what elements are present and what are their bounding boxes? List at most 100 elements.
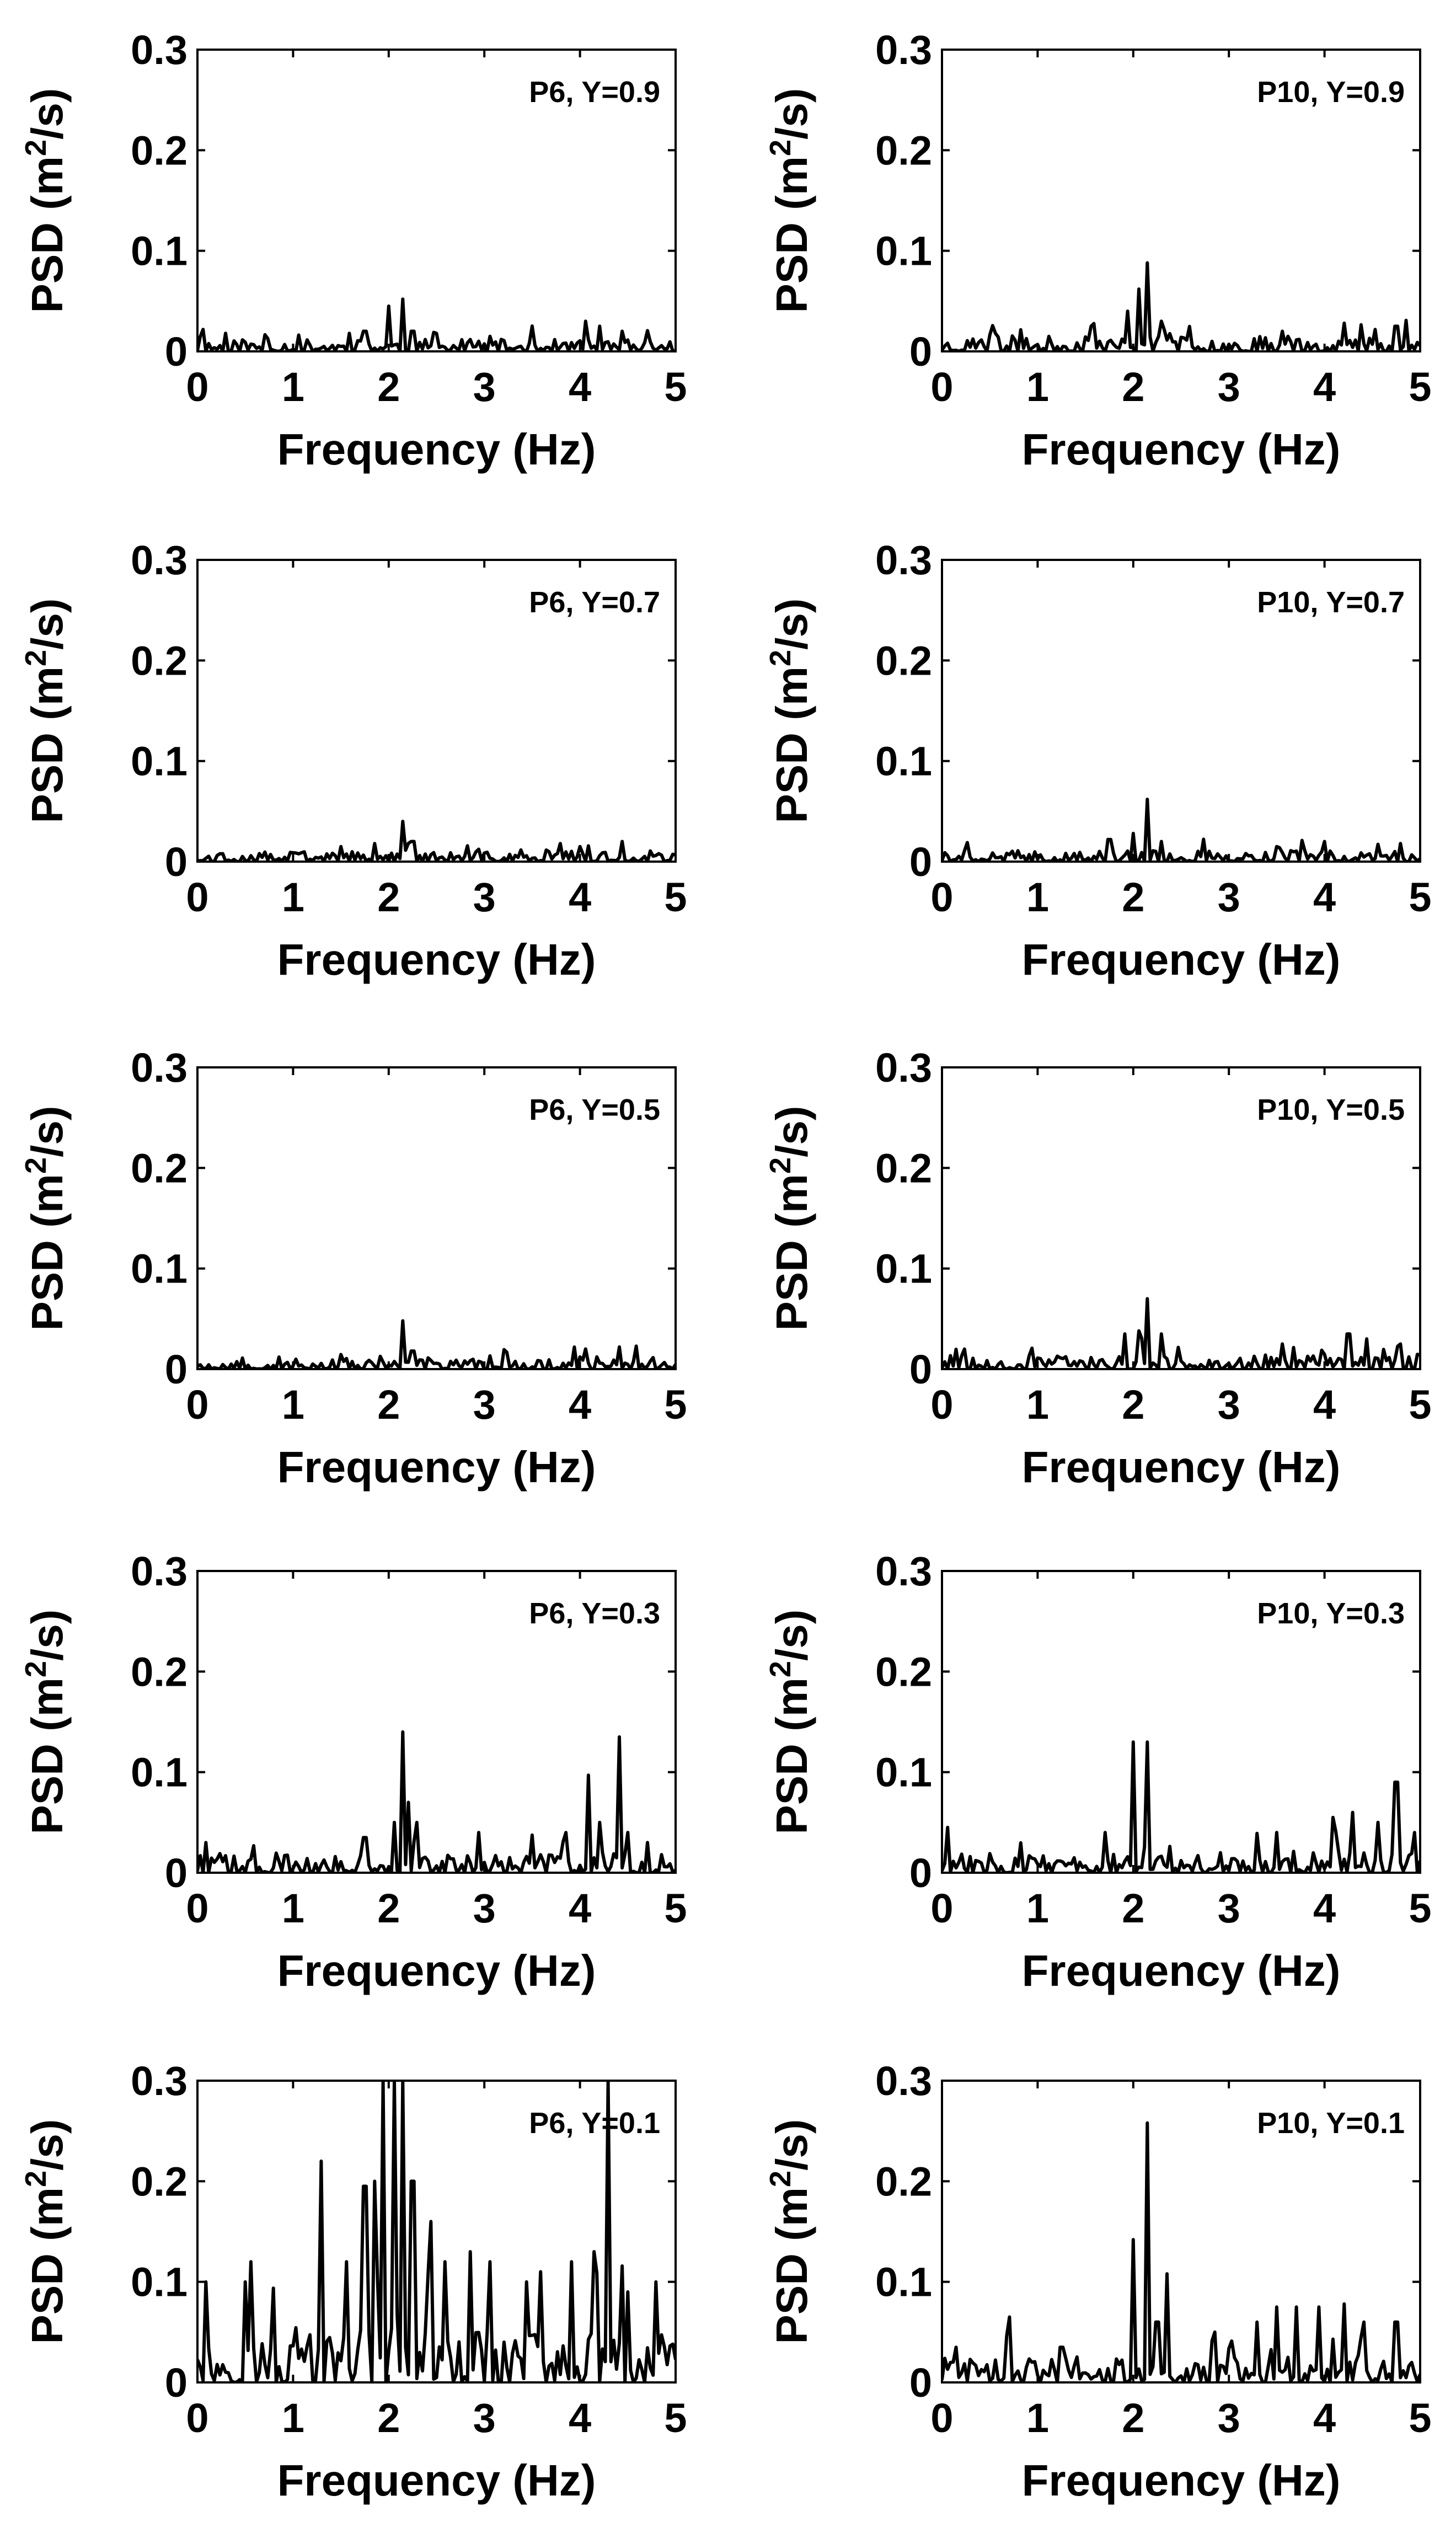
x-tick-label: 5 [664, 2395, 687, 2441]
x-tick-label: 1 [282, 1885, 304, 1931]
panel-label: P10, Y=0.3 [1257, 1597, 1405, 1630]
y-axis-label: PSD (m2/s) [19, 1610, 72, 1835]
y-axis-label-prefix: PSD (m [23, 2187, 72, 2344]
y-tick-label: 0.1 [875, 1246, 932, 1292]
psd-series-line [197, 297, 676, 351]
x-axis-label: Frequency (Hz) [277, 935, 596, 984]
y-tick-label: 0 [909, 1346, 932, 1392]
psd-series-line [942, 798, 1420, 862]
y-axis-label: PSD (m2/s) [19, 598, 72, 824]
y-axis-label: PSD (m2/s) [764, 1610, 816, 1835]
y-axis-label-prefix: PSD (m [23, 666, 72, 824]
y-tick-label: 0.1 [131, 739, 188, 784]
chart-panel-5: 0 1 2 3 4 5 0 0.1 0.2 0.3 P6, Y=0.5 Frequency (Hz) P… [19, 1045, 687, 1492]
x-tick-label: 3 [1218, 874, 1240, 920]
x-tick-label: 2 [1122, 364, 1144, 410]
x-tick-label: 1 [1026, 1885, 1049, 1931]
y-tick-label: 0 [165, 839, 188, 885]
x-axis-label: Frequency (Hz) [1022, 1946, 1341, 1995]
y-axis-label-prefix: PSD (m [767, 666, 816, 824]
y-axis-label-superscript: 2 [19, 2171, 52, 2187]
y-tick-label: 0.3 [131, 27, 188, 73]
y-axis-label-prefix: PSD (m [767, 156, 816, 313]
x-tick-label: 5 [1409, 1885, 1431, 1931]
panel-label: P6, Y=0.5 [529, 1093, 660, 1126]
x-tick-label: 2 [377, 874, 400, 920]
x-tick-label: 1 [1026, 874, 1049, 920]
y-tick-label: 0.2 [131, 2158, 188, 2204]
x-axis-label: Frequency (Hz) [277, 2456, 596, 2505]
y-axis-label-suffix: /s) [23, 88, 72, 140]
y-axis-label-superscript: 2 [764, 1661, 797, 1677]
y-tick-label: 0.3 [131, 1548, 188, 1594]
x-tick-label: 4 [569, 874, 591, 920]
x-axis-label: Frequency (Hz) [277, 1442, 596, 1492]
x-tick-label: 3 [1218, 1382, 1240, 1428]
y-axis-label: PSD (m2/s) [764, 2119, 816, 2344]
x-tick-label: 0 [186, 364, 208, 410]
x-tick-label: 2 [1122, 2395, 1144, 2441]
y-tick-label: 0 [165, 1346, 188, 1392]
y-axis-label-prefix: PSD (m [23, 156, 72, 313]
x-tick-label: 4 [1313, 1382, 1336, 1428]
chart-panel-4: 0 1 2 3 4 5 0 0.1 0.2 0.3 P10, Y=0.7 Frequency (Hz)… [764, 537, 1432, 984]
axes-frame [941, 49, 1421, 352]
y-axis-label: PSD (m2/s) [19, 1106, 72, 1331]
panel-label: P6, Y=0.1 [529, 2107, 660, 2140]
y-tick-label: 0.2 [131, 127, 188, 173]
panel-label: P10, Y=0.7 [1257, 586, 1405, 619]
axes-frame [196, 2080, 677, 2384]
y-tick-label: 0 [909, 1850, 932, 1896]
x-tick-label: 0 [186, 1885, 208, 1931]
x-tick-label: 3 [473, 1885, 496, 1931]
y-tick-label: 0.3 [875, 1548, 932, 1594]
panel-label: P6, Y=0.7 [529, 586, 660, 619]
y-axis-label-suffix: /s) [23, 598, 72, 650]
y-axis-label-suffix: /s) [767, 88, 816, 140]
psd-series-line [197, 820, 676, 862]
x-tick-label: 2 [1122, 874, 1144, 920]
y-tick-label: 0.3 [131, 1045, 188, 1091]
chart-panel-9: 0 1 2 3 4 5 0 0.1 0.2 0.3 P6, Y=0.1 Frequency (Hz) P… [19, 2058, 687, 2505]
y-axis-label-suffix: /s) [767, 1610, 816, 1661]
y-tick-label: 0.1 [131, 2259, 188, 2305]
x-tick-label: 5 [1409, 2395, 1431, 2441]
y-axis-label-suffix: /s) [23, 1610, 72, 1661]
axes-frame [196, 559, 677, 863]
x-tick-label: 5 [664, 874, 687, 920]
chart-panel-2: 0 1 2 3 4 5 0 0.1 0.2 0.3 P10, Y=0.9 Frequency (Hz)… [764, 27, 1432, 474]
psd-series-line [197, 2080, 676, 2382]
axes-frame [941, 1066, 1421, 1370]
x-tick-label: 5 [664, 364, 687, 410]
y-tick-label: 0.3 [875, 1045, 932, 1091]
y-axis-label: PSD (m2/s) [764, 88, 816, 313]
chart-panel-10: 0 1 2 3 4 5 0 0.1 0.2 0.3 P10, Y=0.1 Frequency (Hz)… [764, 2058, 1432, 2505]
y-tick-label: 0.1 [875, 2259, 932, 2305]
y-tick-label: 0.2 [875, 1145, 932, 1191]
x-tick-label: 3 [473, 1382, 496, 1428]
x-tick-label: 4 [569, 2395, 591, 2441]
x-tick-label: 0 [186, 874, 208, 920]
y-tick-label: 0.1 [131, 1750, 188, 1795]
axes-frame [941, 2080, 1421, 2384]
y-axis-label-superscript: 2 [764, 2171, 797, 2187]
x-tick-label: 4 [569, 1382, 591, 1428]
x-tick-label: 0 [930, 2395, 953, 2441]
y-axis-label-superscript: 2 [19, 650, 52, 666]
x-tick-label: 5 [1409, 874, 1431, 920]
chart-panel-7: 0 1 2 3 4 5 0 0.1 0.2 0.3 P6, Y=0.3 Frequency (Hz) P… [19, 1548, 687, 1995]
x-tick-label: 0 [930, 1885, 953, 1931]
y-tick-label: 0.3 [875, 2058, 932, 2104]
y-axis-label-prefix: PSD (m [767, 2187, 816, 2344]
x-tick-label: 3 [473, 364, 496, 410]
x-tick-label: 3 [1218, 1885, 1240, 1931]
axes-frame [196, 49, 677, 352]
x-tick-label: 0 [930, 874, 953, 920]
panel-label: P10, Y=0.1 [1257, 2107, 1405, 2140]
x-tick-label: 1 [282, 2395, 304, 2441]
y-axis-label-prefix: PSD (m [23, 1174, 72, 1331]
y-tick-label: 0 [909, 2360, 932, 2406]
x-tick-label: 0 [930, 1382, 953, 1428]
y-tick-label: 0 [165, 1850, 188, 1896]
x-tick-label: 1 [1026, 364, 1049, 410]
